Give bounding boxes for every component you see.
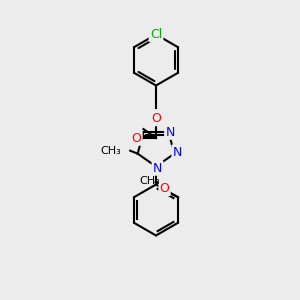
- Text: N: N: [172, 146, 182, 159]
- Text: Cl: Cl: [150, 28, 162, 41]
- Text: CH₃: CH₃: [139, 176, 160, 186]
- Text: O: O: [160, 182, 170, 195]
- Text: CH₃: CH₃: [100, 146, 121, 156]
- Text: O: O: [132, 131, 141, 145]
- Text: O: O: [151, 112, 161, 125]
- Text: N: N: [153, 161, 162, 175]
- Text: N: N: [165, 126, 175, 139]
